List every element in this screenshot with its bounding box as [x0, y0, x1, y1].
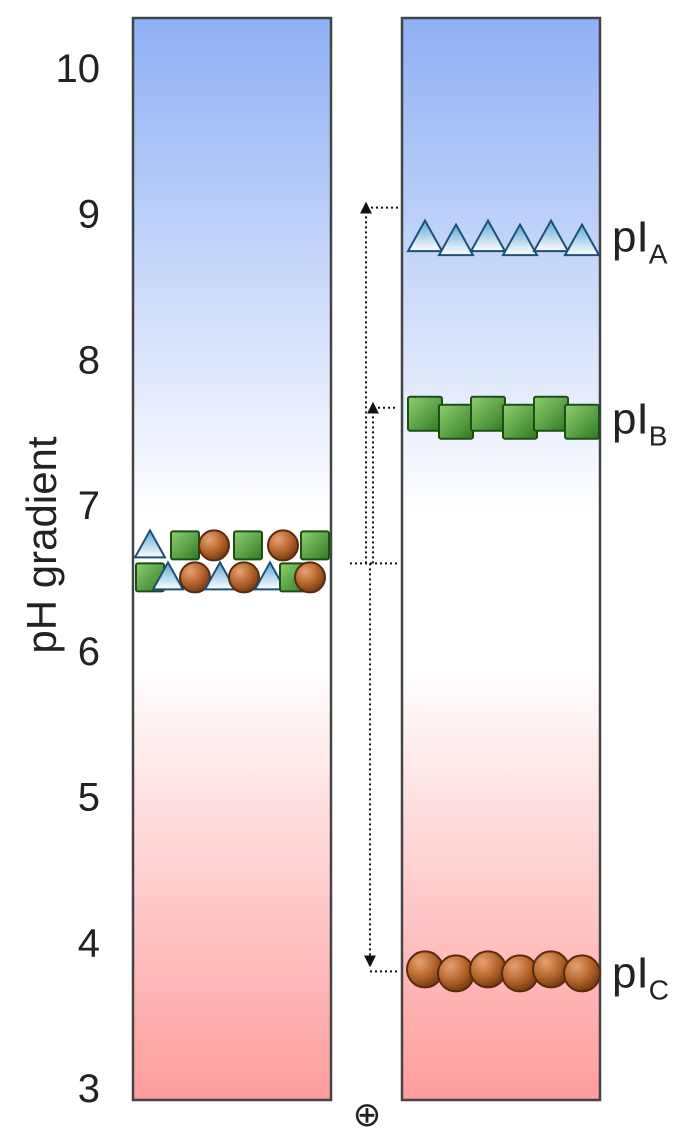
triangle-protein	[437, 222, 475, 257]
circle-protein	[267, 529, 299, 562]
square-protein	[470, 395, 506, 432]
circle-protein	[228, 561, 260, 594]
circle-protein	[294, 561, 326, 594]
triangle-protein	[253, 560, 287, 591]
square-protein	[564, 403, 600, 440]
triangle-protein	[203, 560, 237, 591]
band-a	[406, 218, 601, 257]
tick-label-5: 5	[78, 776, 100, 820]
y-axis-title: pH gradient	[18, 436, 65, 653]
circle-protein	[469, 950, 507, 989]
tick-label-9: 9	[78, 193, 100, 237]
tick-label-10: 10	[56, 47, 101, 91]
square-protein	[533, 395, 569, 432]
band-b	[407, 395, 600, 440]
focused-bands	[406, 218, 601, 993]
circle-protein	[198, 529, 230, 562]
gel-column-after	[400, 16, 602, 1102]
pi-label-b: pIB	[612, 395, 667, 452]
triangle-protein	[406, 218, 444, 253]
tick-label-3: 3	[78, 1067, 100, 1111]
pi-labels: pIA pIB pIC	[612, 213, 669, 1006]
tick-label-4: 4	[78, 921, 100, 965]
triangle-protein	[501, 222, 539, 257]
square-protein	[502, 403, 538, 440]
tick-label-7: 7	[78, 484, 100, 528]
tick-label-6: 6	[78, 630, 100, 674]
triangle-protein	[133, 528, 167, 559]
square-protein	[300, 530, 330, 561]
pi-label-c: pIC	[612, 948, 669, 1005]
square-protein	[170, 530, 200, 561]
triangle-protein	[469, 218, 507, 253]
anode-symbol: ⊕	[353, 1095, 382, 1131]
circle-protein	[563, 954, 601, 993]
migration-arrows	[350, 201, 398, 973]
pi-label-a: pIA	[612, 213, 668, 270]
square-protein	[407, 395, 443, 432]
band-c	[406, 950, 601, 993]
triangle-protein	[563, 222, 601, 257]
tick-label-8: 8	[78, 338, 100, 382]
protein-mixture-band	[133, 528, 330, 594]
triangle-protein	[532, 218, 570, 253]
circle-protein	[179, 561, 211, 594]
gel-column-before	[131, 16, 333, 1102]
ph-tick-labels: 10 9 8 7 6 5 4 3	[56, 47, 101, 1111]
square-protein	[438, 403, 474, 440]
circle-protein	[437, 954, 475, 993]
triangle-protein	[151, 560, 185, 591]
square-protein	[233, 530, 263, 561]
